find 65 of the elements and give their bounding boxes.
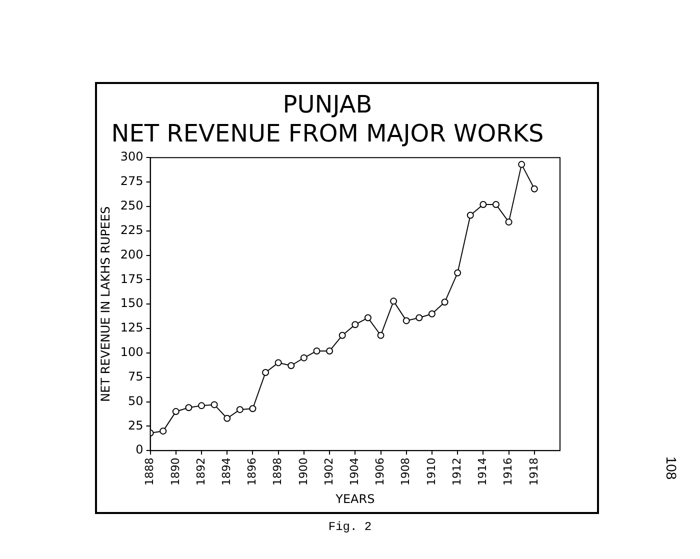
point [210, 401, 218, 408]
x-tick-label: 1908 [399, 458, 412, 486]
chart-subtitle: NET REVENUE FROM MAJOR WORKS [111, 119, 544, 148]
point [313, 347, 320, 354]
x-tick-label: 1906 [374, 458, 387, 486]
point [224, 414, 231, 422]
x-tick-label: 1910 [424, 458, 438, 486]
point [198, 402, 206, 410]
point [236, 406, 244, 414]
y-tick-label: 200 [120, 247, 144, 262]
point [466, 212, 474, 219]
point [428, 310, 436, 318]
x-tick-label: 1916 [502, 458, 515, 486]
x-tick-label: 1912 [450, 458, 464, 486]
x-tick-label: 1896 [246, 458, 259, 486]
point [492, 200, 500, 208]
y-tick-label: 225 [120, 222, 144, 237]
x-tick-label: 1890 [168, 458, 182, 486]
x-tick-label: 1898 [271, 458, 284, 486]
point [300, 354, 308, 362]
point [530, 185, 538, 192]
x-tick-label: 1902 [322, 458, 336, 486]
y-tick-label: 250 [120, 198, 144, 213]
point [402, 317, 410, 324]
y-tick-label: 50 [128, 394, 144, 408]
x-tick-label: 1894 [220, 458, 233, 486]
point [160, 428, 167, 435]
x-tick-label: 1904 [348, 458, 362, 486]
point [518, 160, 526, 168]
text: 108 [664, 456, 680, 480]
y-tick-label: 125 [120, 320, 144, 335]
point [326, 347, 334, 354]
x-tick-label: 1888 [143, 458, 156, 486]
point [377, 332, 384, 339]
y-tick-label: 100 [120, 345, 144, 360]
y-tick-label: 75 [128, 369, 144, 384]
point [480, 200, 487, 208]
point [352, 321, 359, 328]
x-tick-label: 1892 [194, 458, 208, 486]
x-tick-label: 1918 [527, 458, 540, 486]
x-tick-label: 1914 [476, 458, 490, 486]
point [274, 359, 282, 366]
point [454, 269, 462, 276]
y-tick-label: 150 [120, 296, 144, 310]
y-tick-label: 275 [120, 174, 144, 188]
point [288, 362, 295, 370]
caption: Fig. 2 [327, 520, 373, 534]
y-tick-label: 175 [120, 272, 144, 286]
point [441, 298, 448, 306]
y-tick-label: 0 [136, 442, 144, 457]
point [249, 405, 256, 412]
y-tick-label: 300 [120, 150, 144, 164]
point [185, 404, 192, 412]
point [262, 368, 270, 376]
point [364, 314, 372, 322]
point [505, 218, 512, 226]
x-axis-title: YEARS [334, 492, 375, 506]
chart-title: PUNJAB [282, 90, 372, 119]
y-axis-title: NET REVENUE IN LAKHS RUPEES [98, 206, 112, 402]
point [172, 408, 180, 416]
point [416, 314, 423, 322]
point [338, 332, 346, 339]
x-tick-label: 1900 [296, 458, 310, 486]
point [390, 298, 398, 305]
y-tick-label: 25 [128, 418, 144, 432]
